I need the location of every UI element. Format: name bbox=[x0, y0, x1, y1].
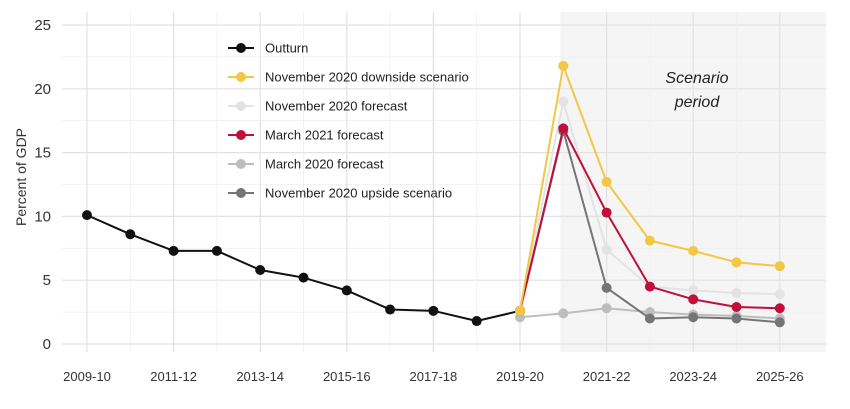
y-tick-labels: 0 5 10 15 20 25 bbox=[34, 17, 51, 353]
data-point bbox=[558, 308, 569, 319]
x-tick-label: 2009-10 bbox=[63, 369, 111, 384]
scenario-label-line2: period bbox=[674, 94, 721, 111]
data-point bbox=[341, 285, 352, 296]
x-tick-label: 2013-14 bbox=[236, 369, 284, 384]
data-point bbox=[601, 244, 612, 255]
data-point bbox=[688, 245, 699, 256]
x-tick-label: 2023-24 bbox=[669, 369, 717, 384]
data-point bbox=[515, 305, 525, 316]
data-point bbox=[644, 313, 655, 324]
series-march-2021-forecast bbox=[515, 123, 785, 316]
legend-item: November 2020 downside scenario bbox=[228, 70, 469, 85]
legend-label: March 2020 forecast bbox=[265, 157, 384, 172]
y-tick-label: 0 bbox=[43, 336, 51, 353]
legend-swatch-marker bbox=[236, 72, 246, 82]
data-point bbox=[428, 305, 439, 316]
data-point bbox=[558, 123, 569, 134]
data-point bbox=[82, 210, 92, 221]
y-tick-label: 15 bbox=[34, 145, 51, 162]
legend-item: March 2020 forecast bbox=[228, 157, 384, 172]
data-point bbox=[601, 282, 612, 293]
data-point bbox=[774, 289, 785, 300]
legend-label: March 2021 forecast bbox=[265, 128, 384, 143]
legend-item: November 2020 forecast bbox=[228, 99, 408, 114]
data-point bbox=[601, 176, 612, 187]
legend-label: Outturn bbox=[265, 41, 308, 56]
x-tick-labels: 2009-10 2011-12 2013-14 2015-16 2017-18 2019-… bbox=[63, 369, 804, 384]
legend-label: November 2020 forecast bbox=[265, 99, 408, 114]
legend: Outturn November 2020 downside scenario No… bbox=[228, 41, 469, 201]
data-point bbox=[385, 304, 396, 315]
series-group bbox=[82, 60, 785, 328]
x-tick-label: 2017-18 bbox=[410, 369, 458, 384]
legend-label: November 2020 upside scenario bbox=[265, 186, 452, 201]
y-tick-label: 10 bbox=[34, 208, 51, 225]
x-tick-label: 2025-26 bbox=[756, 369, 804, 384]
data-point bbox=[774, 261, 785, 272]
legend-swatch-marker bbox=[236, 101, 246, 111]
x-tick-label: 2015-16 bbox=[323, 369, 371, 384]
legend-label: November 2020 downside scenario bbox=[265, 70, 469, 85]
data-point bbox=[471, 316, 482, 327]
legend-item: November 2020 upside scenario bbox=[228, 186, 452, 201]
data-point bbox=[255, 264, 266, 275]
data-point bbox=[558, 96, 569, 107]
legend-item: March 2021 forecast bbox=[228, 128, 384, 143]
y-axis-title: Percent of GDP bbox=[13, 128, 29, 226]
legend-swatch-marker bbox=[236, 188, 246, 198]
data-point bbox=[211, 245, 222, 256]
data-point bbox=[125, 229, 136, 240]
legend-item: Outturn bbox=[228, 41, 308, 56]
data-point bbox=[731, 301, 742, 312]
legend-swatch-marker bbox=[236, 159, 246, 169]
data-point bbox=[644, 235, 655, 246]
series-november-2020-downside-scenario bbox=[515, 60, 785, 316]
y-tick-label: 25 bbox=[34, 17, 51, 34]
data-point bbox=[601, 303, 612, 314]
data-point bbox=[731, 257, 742, 268]
data-point bbox=[774, 317, 785, 328]
data-point bbox=[558, 60, 569, 71]
data-point bbox=[168, 245, 179, 256]
data-point bbox=[644, 281, 655, 292]
scenario-label-line1: Scenario bbox=[665, 70, 728, 87]
data-point bbox=[601, 207, 612, 218]
y-tick-label: 5 bbox=[43, 272, 51, 289]
data-point bbox=[731, 313, 742, 324]
data-point bbox=[731, 287, 742, 298]
x-tick-label: 2011-12 bbox=[150, 369, 197, 384]
data-point bbox=[774, 303, 785, 314]
legend-swatch-marker bbox=[236, 43, 246, 53]
x-tick-label: 2019-20 bbox=[496, 369, 544, 384]
y-tick-label: 20 bbox=[34, 81, 51, 98]
legend-swatch-marker bbox=[236, 130, 246, 140]
x-tick-label: 2021-22 bbox=[583, 369, 631, 384]
data-point bbox=[688, 312, 699, 323]
data-point bbox=[688, 285, 699, 296]
data-point bbox=[688, 294, 699, 305]
data-point bbox=[298, 272, 309, 283]
